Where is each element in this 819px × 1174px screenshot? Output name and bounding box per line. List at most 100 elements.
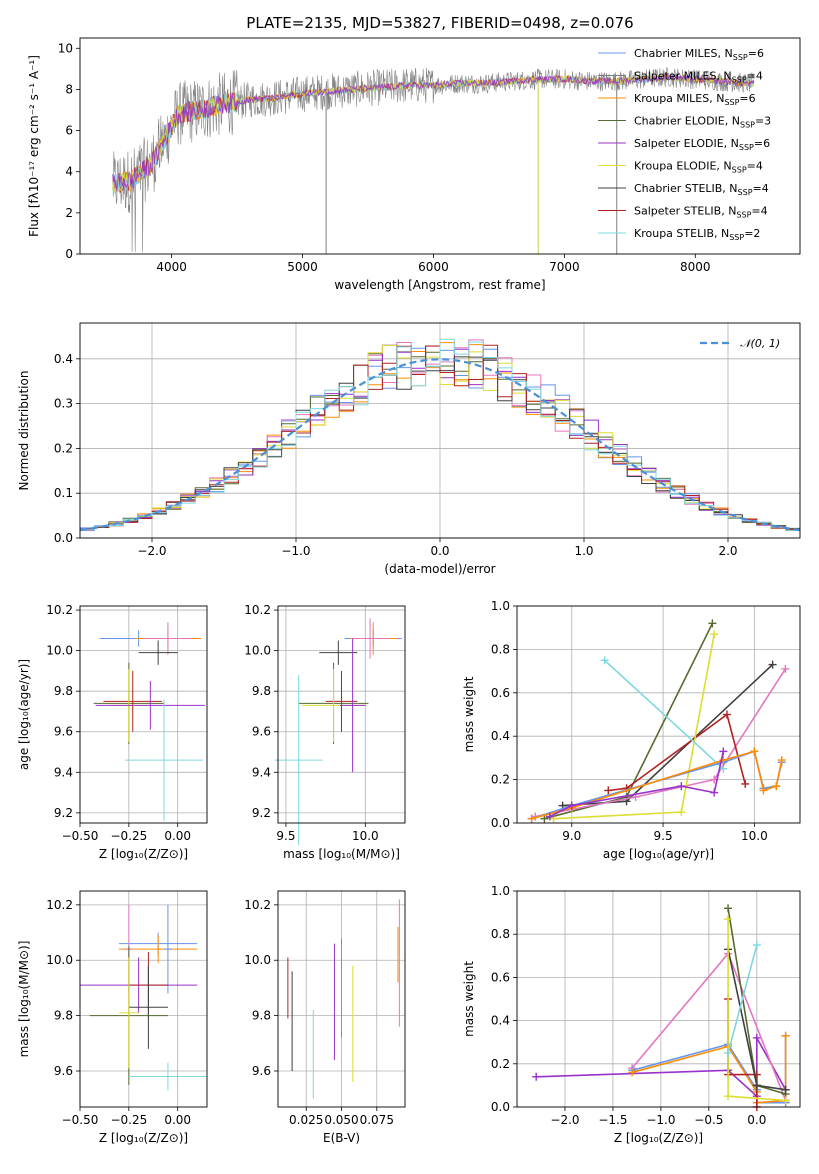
series-line (604, 659, 724, 770)
legend-entry: Salpeter MILES, NSSP=4 (634, 70, 763, 85)
y-tick-label: 0.0 (54, 531, 73, 545)
x-tick-label: 1.0 (574, 544, 593, 558)
mass_vs_ebv-points (287, 899, 400, 1099)
y-tick-label: 0 (65, 247, 73, 261)
legend-entry: Kroupa MILES, NSSP=6 (634, 92, 756, 107)
x-tick-label: 6000 (418, 260, 449, 274)
y-axis-label: mass weight (462, 961, 476, 1037)
axes-frame (79, 322, 801, 539)
legend-entry: 𝒩(0, 1) (740, 337, 780, 350)
x-axis-label: Z [log₁₀(Z/Z⊙)] (99, 847, 188, 861)
spectrum-axes: 4000 5000 6000 7000 8000 0 2 4 6 8 10 wavelength [A… (27, 41, 711, 292)
y-tick-label: 9.6 (252, 1064, 271, 1078)
y-tick-label: 0.3 (54, 397, 73, 411)
y-tick-label: 10.2 (244, 603, 271, 617)
mass_weight_vs_Z-axes: −2.0 −1.5 −1.0 −0.5 0.0 0.0 0.2 0.4 0.6 0.8 1.0 Z [… (462, 884, 800, 1145)
axes-frame (79, 890, 208, 1108)
y-tick-label: 9.6 (54, 725, 73, 739)
legend-entry: Kroupa STELIB, NSSP=2 (634, 227, 760, 242)
y-tick-label: 1.0 (491, 884, 510, 898)
age_vs_mass-axes: 9.5 10.0 9.2 9.4 9.6 9.8 10.0 10.2 mass [log₁₀(M… (244, 603, 405, 861)
x-axis-label: wavelength [Angstrom, rest frame] (334, 278, 545, 292)
spectrum-lines (112, 67, 755, 254)
axes-frame (277, 605, 406, 824)
y-tick-label: 10.2 (46, 898, 73, 912)
residuals-legend: 𝒩(0, 1) (700, 337, 780, 350)
y-tick-label: 9.8 (54, 684, 73, 698)
y-tick-label: 9.8 (252, 1009, 271, 1023)
x-tick-label: 0.075 (360, 1113, 394, 1127)
x-tick-label: 0.00 (164, 829, 191, 843)
y-tick-label: 10.0 (46, 644, 73, 658)
y-axis-label: age [log₁₀(age/yr)] (17, 659, 31, 770)
x-tick-label: −0.25 (110, 829, 147, 843)
y-tick-label: 9.2 (252, 806, 271, 820)
y-tick-label: 10 (58, 41, 73, 55)
age_vs_Z-axes: −0.50 −0.25 0.00 9.2 9.4 9.6 9.8 10.0 10.2 Z [log… (17, 603, 207, 861)
y-tick-label: 9.8 (252, 684, 271, 698)
y-tick-label: 10.0 (244, 953, 271, 967)
mass_weight_vs_age-axes: 9.0 9.5 10.0 0.0 0.2 0.4 0.6 0.8 1.0 age [log₁₀(a… (462, 599, 800, 861)
model-spectrum-line (112, 73, 755, 192)
spectrum-legend: Chabrier MILES, NSSP=6 Salpeter MILES, NS… (598, 47, 771, 242)
y-tick-label: 4 (65, 165, 73, 179)
x-tick-label: 0.00 (164, 1113, 191, 1127)
axes-frame (79, 37, 801, 255)
y-tick-label: 0.6 (491, 686, 510, 700)
x-axis-label: E(B-V) (323, 1131, 360, 1145)
mass_weight_vs_Z-series (532, 904, 790, 1111)
histogram-step-line (80, 338, 800, 531)
y-tick-label: 0.2 (491, 1057, 510, 1071)
y-tick-label: 0.2 (491, 773, 510, 787)
legend-entry: Salpeter ELODIE, NSSP=6 (634, 137, 770, 152)
series-line (608, 713, 746, 792)
age_vs_Z-points (93, 622, 206, 821)
y-tick-label: 0.4 (491, 729, 510, 743)
axes-frame (277, 890, 406, 1108)
series-line (727, 944, 758, 1054)
legend-entry: Chabrier STELIB, NSSP=4 (634, 182, 769, 197)
y-tick-label: 10.0 (244, 644, 271, 658)
y-tick-label: 8 (65, 82, 73, 96)
legend-entry: Chabrier ELODIE, NSSP=3 (634, 115, 771, 130)
legend-entry: Chabrier MILES, NSSP=6 (634, 47, 764, 62)
y-tick-label: 6 (65, 124, 73, 138)
x-tick-label: 8000 (680, 260, 711, 274)
x-tick-label: −0.25 (110, 1113, 147, 1127)
x-tick-label: −1.5 (598, 1113, 627, 1127)
axes-frame (516, 890, 801, 1108)
x-tick-label: 0.0 (747, 1113, 766, 1127)
mass_vs_Z-points (80, 904, 207, 1091)
axes-frame (79, 605, 208, 824)
x-axis-label: Z [log₁₀(Z/Z⊙)] (99, 1131, 188, 1145)
x-tick-label: 0.025 (289, 1113, 323, 1127)
y-tick-label: 0.4 (491, 1014, 510, 1028)
x-axis-label: mass [log₁₀(M/M⊙)] (283, 847, 400, 861)
x-tick-label: −1.0 (281, 544, 310, 558)
y-tick-label: 9.6 (54, 1064, 73, 1078)
y-tick-label: 0.2 (54, 441, 73, 455)
x-tick-label: 9.5 (276, 829, 295, 843)
y-tick-label: 9.6 (252, 725, 271, 739)
series-line (531, 750, 783, 820)
x-tick-label: 0.0 (430, 544, 449, 558)
data-spectrum-line (112, 67, 755, 252)
y-tick-label: 9.2 (54, 806, 73, 820)
y-tick-label: 0.0 (491, 1100, 510, 1114)
series-line (553, 634, 715, 820)
axes-frame (516, 605, 801, 824)
series-line (562, 664, 774, 807)
y-axis-label: Flux [fλ10⁻¹⁷ erg cm⁻² s⁻¹ A⁻¹] (27, 55, 41, 237)
y-tick-label: 9.4 (252, 765, 271, 779)
y-axis-label: Normed distribution (17, 371, 31, 491)
y-tick-label: 9.4 (54, 765, 73, 779)
residual-histograms (79, 338, 801, 532)
y-tick-label: 10.2 (244, 898, 271, 912)
x-tick-label: 4000 (156, 260, 187, 274)
x-tick-label: 10.0 (741, 829, 768, 843)
legend-entry: Kroupa ELODIE, NSSP=4 (634, 160, 763, 175)
y-axis-label: mass weight (462, 676, 476, 752)
legend-entry: Salpeter STELIB, NSSP=4 (634, 205, 768, 220)
